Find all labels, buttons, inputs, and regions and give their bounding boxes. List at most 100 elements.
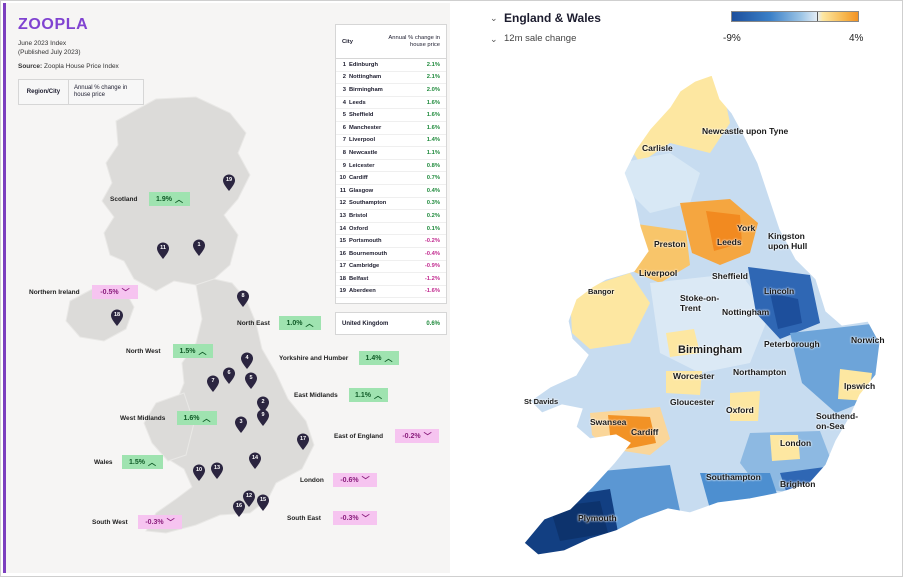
city-change-value: 1.4% (426, 137, 440, 144)
pin-number: 16 (235, 503, 243, 509)
city-change-value: -0.2% (424, 238, 440, 245)
map-pin-icon[interactable]: 10 (192, 464, 206, 482)
city-name: Leicester (349, 162, 375, 169)
badge-north-west: 1.5% ︿ (173, 344, 213, 358)
chevron-down-icon[interactable]: ⌄ (490, 34, 498, 44)
city-name: Cambridge (349, 263, 380, 270)
region-dropdown[interactable]: England & Wales (504, 11, 601, 25)
place-norwich: Norwich (851, 335, 885, 345)
pin-number: 10 (195, 467, 203, 473)
place-label: Gloucester (670, 397, 715, 407)
place-birmingham: Birmingham (678, 345, 742, 356)
place-newcastle: Newcastle upon Tyne (702, 126, 788, 136)
map-pin-icon[interactable]: 6 (222, 367, 236, 385)
map-pin-icon[interactable]: 13 (210, 462, 224, 480)
badge-value: 1.9% (156, 195, 172, 203)
place-gloucester: Gloucester (670, 397, 714, 407)
uk-total-label: United Kingdom (342, 320, 389, 327)
badge-value: 1.1% (355, 391, 371, 399)
city-name: Bristol (349, 212, 368, 219)
table-row: 5 Sheffield 1.6% (336, 109, 446, 122)
city-change-value: 1.6% (426, 112, 440, 119)
pin-number: 6 (227, 370, 231, 376)
pin-shape (235, 416, 247, 433)
city-change-value: 0.4% (426, 187, 440, 194)
pin-number: 12 (245, 493, 253, 499)
map-pin-icon[interactable]: 12 (242, 490, 256, 508)
city-name: Oxford (349, 225, 369, 232)
city-change-value: 1.6% (426, 124, 440, 131)
city-name: Southampton (349, 200, 387, 207)
badge-value: -0.5% (100, 288, 119, 296)
place-label: Nottingham (722, 307, 770, 317)
map-pin-icon[interactable]: 16 (232, 500, 246, 518)
map-pin-icon[interactable]: 4 (240, 352, 254, 370)
chevron-up-icon: ︿ (202, 413, 211, 423)
place-southampton: Southampton (706, 472, 761, 482)
map-pin-icon[interactable]: 18 (110, 309, 124, 327)
map-pin-icon[interactable]: 7 (206, 375, 220, 393)
legend-max-label: 4% (849, 33, 864, 44)
map-pin-icon[interactable]: 2 (256, 396, 270, 414)
city-change-value: 0.8% (426, 162, 440, 169)
metric-dropdown[interactable]: 12m sale change (504, 33, 577, 44)
england-wales-choropleth[interactable] (480, 3, 900, 573)
city-rank: 2 (342, 74, 346, 81)
city-rank: 12 (339, 200, 346, 207)
region-label-south-east: South East (287, 515, 321, 522)
map-pin-icon[interactable]: 19 (222, 174, 236, 192)
city-change-value: 0.7% (426, 175, 440, 182)
index-title: June 2023 Index (18, 40, 67, 47)
city-name: Birmingham (349, 86, 383, 93)
chevron-down-icon[interactable]: ⌄ (490, 13, 498, 23)
place-label: Stoke-on-Trent (680, 293, 720, 313)
map-pin-icon[interactable]: 11 (156, 242, 170, 260)
badge-northern-ireland: -0.5% ﹀ (92, 285, 138, 299)
badge-yorkshire: 1.4% ︿ (359, 351, 399, 365)
color-scale-legend (731, 11, 859, 22)
pin-number: 17 (299, 436, 307, 442)
chevron-up-icon: ︿ (305, 318, 314, 328)
pin-shape (223, 367, 235, 384)
place-label: Southampton (706, 472, 761, 482)
map-pin-icon[interactable]: 17 (296, 433, 310, 451)
city-name: Glasgow (349, 187, 374, 194)
badge-value: 1.5% (179, 347, 196, 355)
city-change-value: 0.3% (426, 200, 440, 207)
place-liverpool: Liverpool (639, 268, 677, 278)
pin-number: 13 (213, 465, 221, 471)
chevron-up-icon: ︿ (373, 390, 382, 400)
badge-wales: 1.5% ︿ (122, 455, 163, 469)
map-pin-icon[interactable]: 8 (236, 290, 250, 308)
map-pin-icon[interactable]: 15 (256, 494, 270, 512)
place-worcester: Worcester (673, 371, 714, 381)
city-table-header: City Annual % change in house price (336, 25, 446, 59)
place-swansea: Swansea (590, 417, 626, 427)
published-date: (Published July 2023) (18, 49, 81, 56)
badge-london: -0.6% ﹀ (333, 473, 377, 487)
badge-value: -0.2% (402, 432, 421, 440)
place-sheffield: Sheffield (712, 271, 748, 281)
map-pin-icon[interactable]: 14 (248, 452, 262, 470)
map-pin-icon[interactable]: 1 (192, 239, 206, 257)
place-label: Brighton (780, 479, 816, 489)
map-pin-icon[interactable]: 9 (256, 409, 270, 427)
pin-shape (193, 239, 205, 256)
city-ranking-table: City Annual % change in house price 1 Edi… (335, 24, 447, 304)
city-rank: 3 (342, 86, 346, 93)
city-name: Bournemouth (349, 250, 387, 257)
badge-west-midlands: 1.6% ︿ (177, 411, 217, 425)
map-pin-icon[interactable]: 5 (244, 372, 258, 390)
pin-number: 7 (211, 378, 215, 384)
zoopla-logo[interactable]: ZOOPLA (18, 16, 89, 33)
chevron-down-icon: ﹀ (423, 431, 432, 441)
badge-south-east: -0.3% ﹀ (333, 511, 377, 525)
place-label: Swansea (590, 417, 627, 427)
pin-shape (243, 490, 255, 507)
place-leeds: Leeds (717, 237, 742, 247)
place-label: Bangor (588, 287, 615, 296)
table-row: 8 Newcastle 1.1% (336, 147, 446, 160)
region-label-yorkshire: Yorkshire and Humber (279, 355, 349, 362)
map-pin-icon[interactable]: 3 (234, 416, 248, 434)
badge-scotland: 1.9% ︿ (149, 192, 190, 206)
